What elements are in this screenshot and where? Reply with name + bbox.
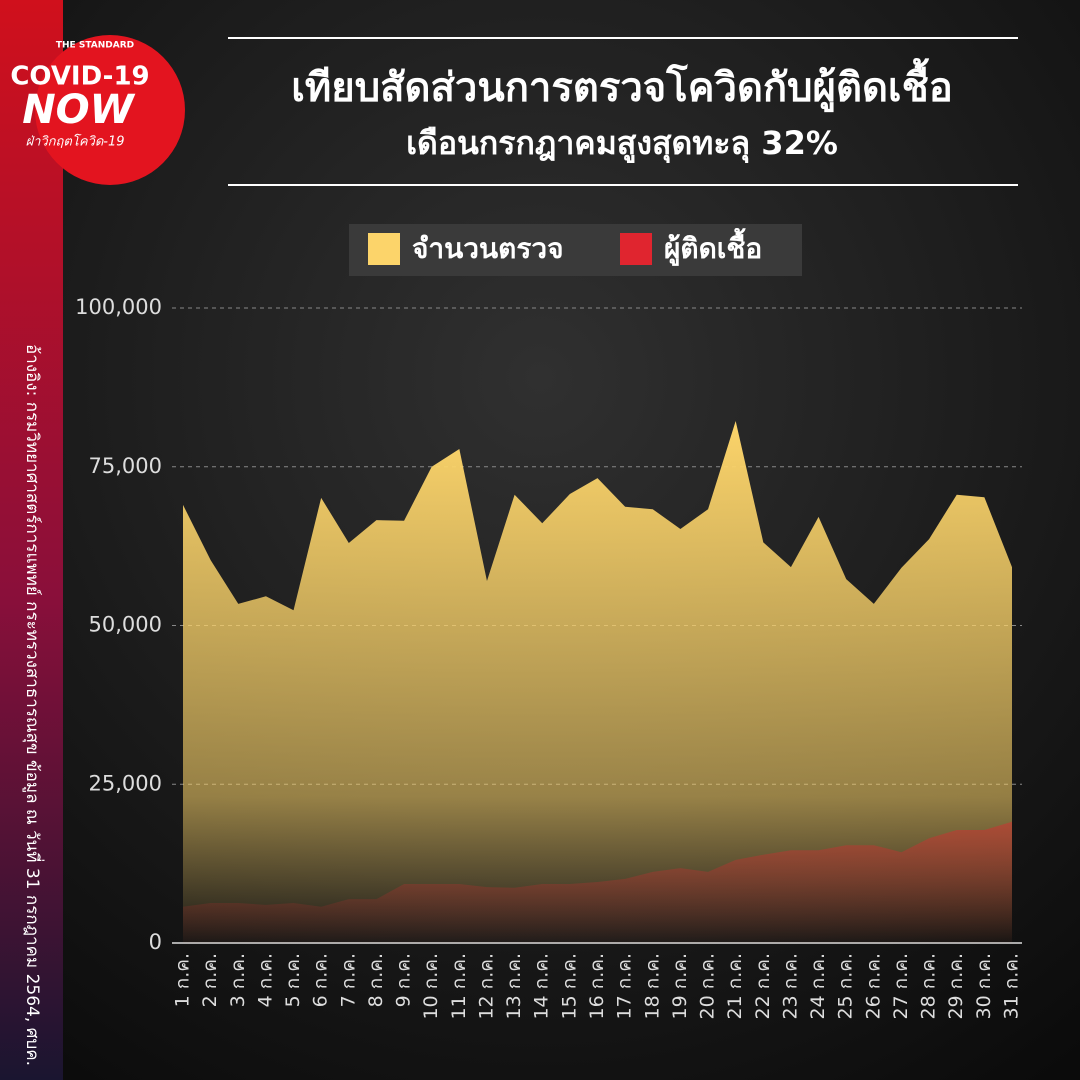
legend-label: จำนวนตรวจ <box>412 232 563 265</box>
x-tick-label: 8 ก.ค. <box>365 953 387 1007</box>
y-tick-label: 100,000 <box>75 295 162 319</box>
x-tick-label: 11 ก.ค. <box>448 953 470 1020</box>
logo-circle <box>35 35 185 185</box>
x-tick-label: 18 ก.ค. <box>641 953 663 1020</box>
legend-swatch <box>620 233 652 265</box>
x-tick-label: 23 ก.ค. <box>779 953 801 1020</box>
x-tick-label: 13 ก.ค. <box>503 953 525 1020</box>
x-tick-label: 9 ก.ค. <box>393 953 415 1007</box>
chart-title: เทียบสัดส่วนการตรวจโควิดกับผู้ติดเชื้อ <box>291 58 953 112</box>
x-tick-label: 15 ก.ค. <box>558 953 580 1020</box>
x-tick-label: 26 ก.ค. <box>862 953 884 1020</box>
x-tick-label: 12 ก.ค. <box>475 953 497 1020</box>
x-tick-label: 31 ก.ค. <box>1001 953 1023 1020</box>
legend-swatch <box>368 233 400 265</box>
x-tick-label: 24 ก.ค. <box>807 953 829 1020</box>
source-note: อ้างอิง: กรมวิทยาศาสตร์การแพทย์ กระทรวงส… <box>22 344 45 1066</box>
x-tick-label: 17 ก.ค. <box>614 953 636 1020</box>
x-tick-label: 2 ก.ค. <box>199 953 221 1007</box>
x-tick-label: 21 ก.ค. <box>724 953 746 1020</box>
x-tick-label: 22 ก.ค. <box>752 953 774 1020</box>
legend-box <box>349 224 802 276</box>
x-tick-label: 29 ก.ค. <box>945 953 967 1020</box>
x-tick-label: 19 ก.ค. <box>669 953 691 1020</box>
x-tick-label: 5 ก.ค. <box>282 953 304 1007</box>
x-tick-label: 16 ก.ค. <box>586 953 608 1020</box>
x-tick-label: 7 ก.ค. <box>337 953 359 1007</box>
x-tick-label: 25 ก.ค. <box>835 953 857 1020</box>
legend-label: ผู้ติดเชื้อ <box>664 227 762 266</box>
x-tick-label: 28 ก.ค. <box>918 953 940 1020</box>
y-tick-label: 25,000 <box>89 771 162 795</box>
logo-brand: THE STANDARD <box>56 41 134 51</box>
y-tick-label: 50,000 <box>89 613 162 637</box>
x-tick-label: 30 ก.ค. <box>973 953 995 1020</box>
x-tick-label: 1 ก.ค. <box>172 953 194 1007</box>
y-tick-label: 0 <box>149 930 162 954</box>
logo-line2: NOW <box>22 87 135 133</box>
x-tick-label: 20 ก.ค. <box>697 953 719 1020</box>
side-strip <box>0 0 63 1080</box>
logo-line1: COVID-19 <box>10 62 149 92</box>
x-tick-label: 4 ก.ค. <box>254 953 276 1007</box>
x-tick-label: 27 ก.ค. <box>890 953 912 1020</box>
x-tick-label: 3 ก.ค. <box>227 953 249 1007</box>
area <box>183 821 1012 943</box>
area <box>183 421 1012 943</box>
y-tick-label: 75,000 <box>89 454 162 478</box>
x-tick-label: 10 ก.ค. <box>420 953 442 1020</box>
logo-tagline: ฝ่าวิกฤตโควิด-19 <box>25 134 124 150</box>
x-tick-label: 6 ก.ค. <box>310 953 332 1007</box>
chart-subtitle: เดือนกรกฎาคมสูงสุดทะลุ 32% <box>406 124 838 164</box>
x-tick-label: 14 ก.ค. <box>531 953 553 1020</box>
